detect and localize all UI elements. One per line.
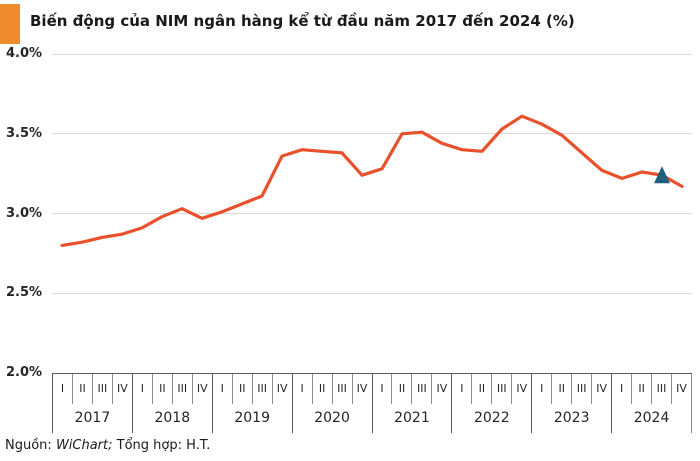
gridline xyxy=(52,213,692,214)
x-axis-quarter-cell: IV xyxy=(591,374,611,404)
x-axis-quarter-cell: IV xyxy=(271,374,292,404)
x-axis-quarter-cell: II xyxy=(631,374,651,404)
x-axis-quarter-cell: I xyxy=(60,382,65,396)
x-axis-year-label: 2018 xyxy=(154,410,191,427)
x-axis-year-label: 2020 xyxy=(314,410,350,427)
x-axis-quarter-cell: I xyxy=(619,382,624,396)
gridline xyxy=(52,133,692,135)
y-axis-tick-label: 3.5% xyxy=(6,125,43,141)
x-axis-quarter-cell: IV xyxy=(511,374,531,404)
x-axis-quarter-cell: II xyxy=(311,374,332,404)
x-axis-quarters-row: I II III IV xyxy=(213,374,292,404)
x-axis-quarter-cell: III xyxy=(411,374,431,404)
x-axis-quarter-cell: I xyxy=(540,382,544,396)
x-axis-year-label: 2021 xyxy=(394,410,430,427)
x-axis-quarter-cell: III xyxy=(331,374,352,404)
x-axis-quarter-cell: I xyxy=(140,382,144,396)
x-axis-quarter-cell: IV xyxy=(191,374,212,404)
x-axis-quarter-cell: I xyxy=(460,382,464,396)
x-axis-quarter-cell: I xyxy=(300,382,304,396)
highlight-triangle-marker xyxy=(654,166,670,184)
x-axis-year-group: I II III IV 2024 xyxy=(611,374,692,433)
x-axis-year-label: 2017 xyxy=(74,410,111,427)
y-axis-tick-label: 3.0% xyxy=(6,205,43,221)
x-axis-year-label: 2019 xyxy=(234,410,270,427)
x-axis-year-group: I II III IV 2020 xyxy=(291,374,372,433)
x-axis-quarter-cell: IV xyxy=(111,374,132,404)
x-axis-quarter-cell: III xyxy=(171,374,192,404)
y-axis-tick-label: 2.0% xyxy=(6,365,43,380)
x-axis-quarter-cell: II xyxy=(471,374,491,404)
x-axis-quarters-row: I II III IV xyxy=(532,374,611,404)
x-axis-quarter-cell: II xyxy=(71,374,92,404)
x-axis-quarter-cell: I xyxy=(380,382,384,396)
gridline xyxy=(52,53,692,55)
x-axis-quarters-row: I II III IV xyxy=(293,374,372,404)
y-axis-tick-label: 2.5% xyxy=(6,285,43,301)
gridline xyxy=(52,292,692,294)
x-axis-quarter-cell: III xyxy=(91,374,112,404)
source-name: WiChart; xyxy=(55,438,113,453)
nim-line-series xyxy=(60,114,684,247)
x-axis-year-group: I II III IV 2019 xyxy=(211,374,292,433)
x-axis-year-label: 2023 xyxy=(553,410,590,427)
x-axis-year-group: I II III IV 2018 xyxy=(131,374,212,433)
x-axis-quarter-cell: IV xyxy=(671,374,691,404)
x-axis-quarters-row: I II III IV xyxy=(452,374,531,404)
x-axis-quarter-cell: II xyxy=(231,374,252,404)
source-rest: Tổng hợp: H.T. xyxy=(116,438,211,453)
x-axis-quarters-row: I II III IV xyxy=(373,374,452,404)
x-axis-year-label: 2022 xyxy=(473,410,510,427)
x-axis-quarter-cell: II xyxy=(551,374,571,404)
x-axis-quarter-cell: II xyxy=(391,374,411,404)
x-axis-quarter-cell: IV xyxy=(431,374,451,404)
x-axis-quarter-cell: IV xyxy=(351,374,372,404)
x-axis-quarter-cell: III xyxy=(651,374,671,404)
x-axis-year-group: I II III IV 2021 xyxy=(371,374,452,433)
x-axis-year-group: I II III IV 2023 xyxy=(531,374,611,433)
x-axis-quarters-row: I II III IV xyxy=(133,374,212,404)
source-label: Nguồn: xyxy=(5,438,52,453)
x-axis-quarter-cell: III xyxy=(571,374,591,404)
x-axis-year-group: I II III IV 2017 xyxy=(52,374,132,433)
x-axis-quarter-cell: III xyxy=(251,374,272,404)
title-accent-square xyxy=(0,4,20,44)
y-axis-tick-label: 4.0% xyxy=(6,46,43,61)
x-axis-quarter-cell: I xyxy=(220,382,224,396)
source-note: Nguồn: WiChart; Tổng hợp: H.T. xyxy=(5,438,210,453)
chart-title: Biến động của NIM ngân hàng kể từ đầu nă… xyxy=(30,12,575,30)
x-axis-table: I II III IV 2017 I II III IV 2018 I II III IV 2019 I II I… xyxy=(52,373,692,433)
x-axis-quarters-row: I II III IV xyxy=(53,374,132,404)
x-axis-year-group: I II III IV 2022 xyxy=(451,374,531,433)
x-axis-quarter-cell: III xyxy=(491,374,511,404)
x-axis-year-label: 2024 xyxy=(633,410,670,427)
x-axis-quarter-cell: II xyxy=(151,374,172,404)
x-axis-quarters-row: I II III IV xyxy=(612,374,691,404)
